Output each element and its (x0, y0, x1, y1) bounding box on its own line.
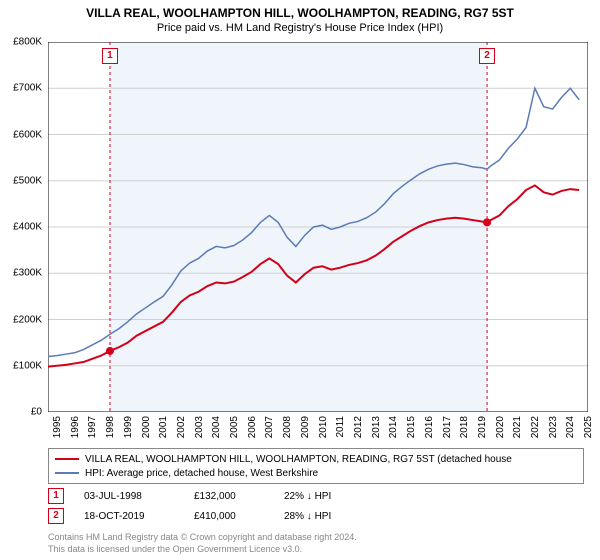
legend-swatch (55, 458, 79, 460)
x-axis-label: 2021 (512, 416, 523, 438)
x-axis-label: 2005 (229, 416, 240, 438)
sale-row: 2 18-OCT-2019 £410,000 28% ↓ HPI (48, 508, 344, 524)
x-axis-label: 2020 (495, 416, 506, 438)
x-axis-label: 1998 (105, 416, 116, 438)
chart-area: 12£0£100K£200K£300K£400K£500K£600K£700K£… (48, 42, 588, 412)
legend-label: VILLA REAL, WOOLHAMPTON HILL, WOOLHAMPTO… (85, 454, 512, 465)
x-axis-label: 2019 (477, 416, 488, 438)
legend: VILLA REAL, WOOLHAMPTON HILL, WOOLHAMPTO… (48, 448, 584, 484)
legend-swatch (55, 472, 79, 474)
x-axis-label: 2004 (211, 416, 222, 438)
x-axis-label: 2008 (282, 416, 293, 438)
x-axis-label: 2023 (548, 416, 559, 438)
x-axis-label: 2017 (442, 416, 453, 438)
x-axis-label: 1999 (123, 416, 134, 438)
x-axis-label: 2015 (406, 416, 417, 438)
y-axis-label: £0 (31, 407, 42, 418)
x-axis-label: 2022 (530, 416, 541, 438)
x-axis-label: 2001 (158, 416, 169, 438)
chart-title: VILLA REAL, WOOLHAMPTON HILL, WOOLHAMPTO… (0, 0, 600, 20)
sale-date: 03-JUL-1998 (84, 491, 194, 502)
x-axis-label: 2010 (318, 416, 329, 438)
y-axis-label: £300K (13, 268, 42, 279)
x-axis-label: 2012 (353, 416, 364, 438)
x-axis-label: 1997 (87, 416, 98, 438)
legend-label: HPI: Average price, detached house, West… (85, 468, 318, 479)
legend-item: HPI: Average price, detached house, West… (55, 466, 577, 480)
x-axis-label: 2013 (371, 416, 382, 438)
sale-marker-icon: 2 (48, 508, 64, 524)
x-axis-label: 2024 (565, 416, 576, 438)
x-axis-label: 2002 (176, 416, 187, 438)
chart-marker-icon: 2 (479, 48, 495, 64)
y-axis-label: £400K (13, 222, 42, 233)
x-axis-label: 2006 (247, 416, 258, 438)
y-axis-label: £600K (13, 129, 42, 140)
copyright-line: This data is licensed under the Open Gov… (48, 544, 302, 554)
sale-date: 18-OCT-2019 (84, 511, 194, 522)
x-axis-label: 2025 (583, 416, 594, 438)
sale-diff: 22% ↓ HPI (284, 491, 344, 502)
sale-marker-icon: 1 (48, 488, 64, 504)
sale-price: £410,000 (194, 511, 284, 522)
y-axis-label: £100K (13, 360, 42, 371)
y-axis-label: £200K (13, 314, 42, 325)
x-axis-label: 2016 (424, 416, 435, 438)
sale-diff: 28% ↓ HPI (284, 511, 344, 522)
copyright-line: Contains HM Land Registry data © Crown c… (48, 532, 357, 542)
chart-plot (48, 42, 588, 412)
y-axis-label: £700K (13, 83, 42, 94)
x-axis-label: 2018 (459, 416, 470, 438)
legend-item: VILLA REAL, WOOLHAMPTON HILL, WOOLHAMPTO… (55, 452, 577, 466)
sale-price: £132,000 (194, 491, 284, 502)
x-axis-label: 2007 (264, 416, 275, 438)
x-axis-label: 1995 (52, 416, 63, 438)
x-axis-label: 2009 (300, 416, 311, 438)
x-axis-label: 2003 (194, 416, 205, 438)
chart-marker-icon: 1 (102, 48, 118, 64)
y-axis-label: £800K (13, 37, 42, 48)
x-axis-label: 2014 (388, 416, 399, 438)
x-axis-label: 2000 (141, 416, 152, 438)
x-axis-label: 2011 (335, 416, 346, 438)
x-axis-label: 1996 (70, 416, 81, 438)
chart-subtitle: Price paid vs. HM Land Registry's House … (0, 20, 600, 38)
y-axis-label: £500K (13, 175, 42, 186)
sale-row: 1 03-JUL-1998 £132,000 22% ↓ HPI (48, 488, 344, 504)
